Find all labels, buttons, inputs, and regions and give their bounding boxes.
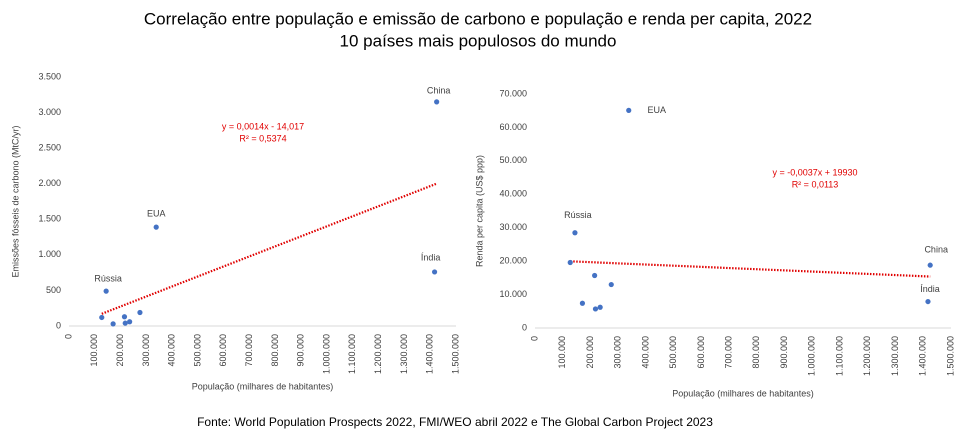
point-label: Rússia — [94, 274, 122, 284]
point-label: Índia — [421, 252, 441, 262]
x-tick-label: 600.000 — [218, 334, 228, 367]
point — [567, 259, 573, 266]
point — [597, 304, 603, 310]
y-axis-title: Emissões fósseis de carbono (MtC/yr) — [10, 125, 20, 277]
x-tick-label: 1.000.000 — [321, 334, 331, 374]
y-tick-label: 50.000 — [499, 155, 527, 165]
trendline — [101, 182, 438, 315]
title: Correlação entre população e emissão de … — [144, 9, 812, 28]
x-tick-label: 1.400.000 — [918, 336, 928, 376]
point-label: China — [924, 245, 948, 255]
annotation: R² = 0,5374 — [239, 133, 286, 143]
point — [127, 319, 133, 325]
annotation: y = -0,0037x + 19930 — [772, 167, 857, 177]
point — [431, 269, 438, 275]
point — [925, 298, 931, 305]
y-tick-label: 10.000 — [499, 289, 527, 299]
x-tick-label: 500.000 — [192, 334, 202, 367]
x-tick-label: 0 — [63, 334, 73, 339]
x-tick-label: 400.000 — [640, 336, 650, 369]
x-tick-label: 1.200.000 — [862, 336, 872, 376]
trendline — [570, 260, 931, 278]
point-label: EUA — [647, 105, 666, 115]
x-tick-label: 1.300.000 — [890, 336, 900, 376]
x-tick-label: 1.400.000 — [425, 334, 435, 374]
y-tick-label: 40.000 — [499, 189, 527, 199]
x-tick-label: 500.000 — [668, 336, 678, 369]
point — [592, 272, 598, 279]
x-tick-label: 1.500.000 — [450, 334, 460, 374]
point-label: China — [427, 85, 451, 95]
y-tick-label: 30.000 — [499, 222, 527, 232]
point-label: Índia — [920, 284, 940, 294]
y-tick-label: 500 — [46, 285, 61, 295]
y-tick-label: 70.000 — [499, 88, 527, 98]
point — [110, 321, 116, 327]
x-tick-label: 0 — [529, 336, 539, 341]
y-tick-label: 0 — [56, 320, 61, 330]
x-tick-label: 1.000.000 — [807, 336, 817, 376]
x-tick-label: 200.000 — [585, 336, 595, 369]
y-tick-label: 2.500 — [38, 143, 61, 153]
x-tick-label: 1.100.000 — [347, 334, 357, 374]
point — [579, 300, 586, 306]
point — [137, 309, 143, 316]
point — [927, 262, 933, 268]
y-tick-label: 0 — [522, 322, 527, 332]
point — [99, 314, 105, 321]
x-tick-label: 900.000 — [296, 334, 306, 367]
x-tick-label: 600.000 — [696, 336, 706, 369]
y-tick-label: 60.000 — [499, 122, 527, 132]
x-tick-label: 800.000 — [270, 334, 280, 367]
point — [122, 320, 128, 326]
point-label: EUA — [147, 208, 166, 218]
y-tick-label: 2.000 — [38, 178, 61, 188]
point — [592, 306, 599, 312]
x-tick-label: 700.000 — [244, 334, 254, 367]
point — [121, 314, 128, 320]
x-tick-label: 200.000 — [115, 334, 125, 367]
x-tick-label: 1.200.000 — [373, 334, 383, 374]
y-tick-label: 3.500 — [38, 71, 61, 81]
y-tick-label: 20.000 — [499, 256, 527, 266]
x-tick-label: 1.300.000 — [399, 334, 409, 374]
point — [608, 281, 614, 288]
x-tick-label: 300.000 — [613, 336, 623, 369]
point — [434, 99, 440, 105]
x-axis-title: População (milhares de habitantes) — [192, 381, 334, 391]
point — [103, 288, 109, 294]
y-tick-label: 3.000 — [38, 107, 61, 117]
subtitle: 10 países mais populosos do mundo — [340, 31, 617, 50]
y-axis-title: Renda per capita (US$ ppp) — [474, 155, 484, 267]
point — [626, 107, 632, 113]
x-tick-label: 400.000 — [167, 334, 177, 367]
x-tick-label: 300.000 — [141, 334, 151, 367]
point — [572, 230, 578, 236]
x-tick-label: 100.000 — [89, 334, 99, 367]
x-tick-label: 700.000 — [724, 336, 734, 369]
y-tick-label: 1.500 — [38, 214, 61, 224]
x-tick-label: 800.000 — [751, 336, 761, 369]
point-label: Rússia — [564, 210, 592, 220]
source: Fonte: World Population Prospects 2022, … — [197, 415, 713, 429]
x-tick-label: 100.000 — [557, 336, 567, 369]
x-tick-label: 900.000 — [779, 336, 789, 369]
annotation: y = 0,0014x - 14,017 — [222, 121, 304, 131]
x-axis-title: População (milhares de habitantes) — [672, 388, 814, 398]
x-tick-label: 1.100.000 — [834, 336, 844, 376]
annotation: R² = 0,0113 — [792, 179, 839, 189]
point — [153, 224, 159, 230]
y-tick-label: 1.000 — [38, 249, 61, 259]
x-tick-label: 1.500.000 — [945, 336, 955, 376]
